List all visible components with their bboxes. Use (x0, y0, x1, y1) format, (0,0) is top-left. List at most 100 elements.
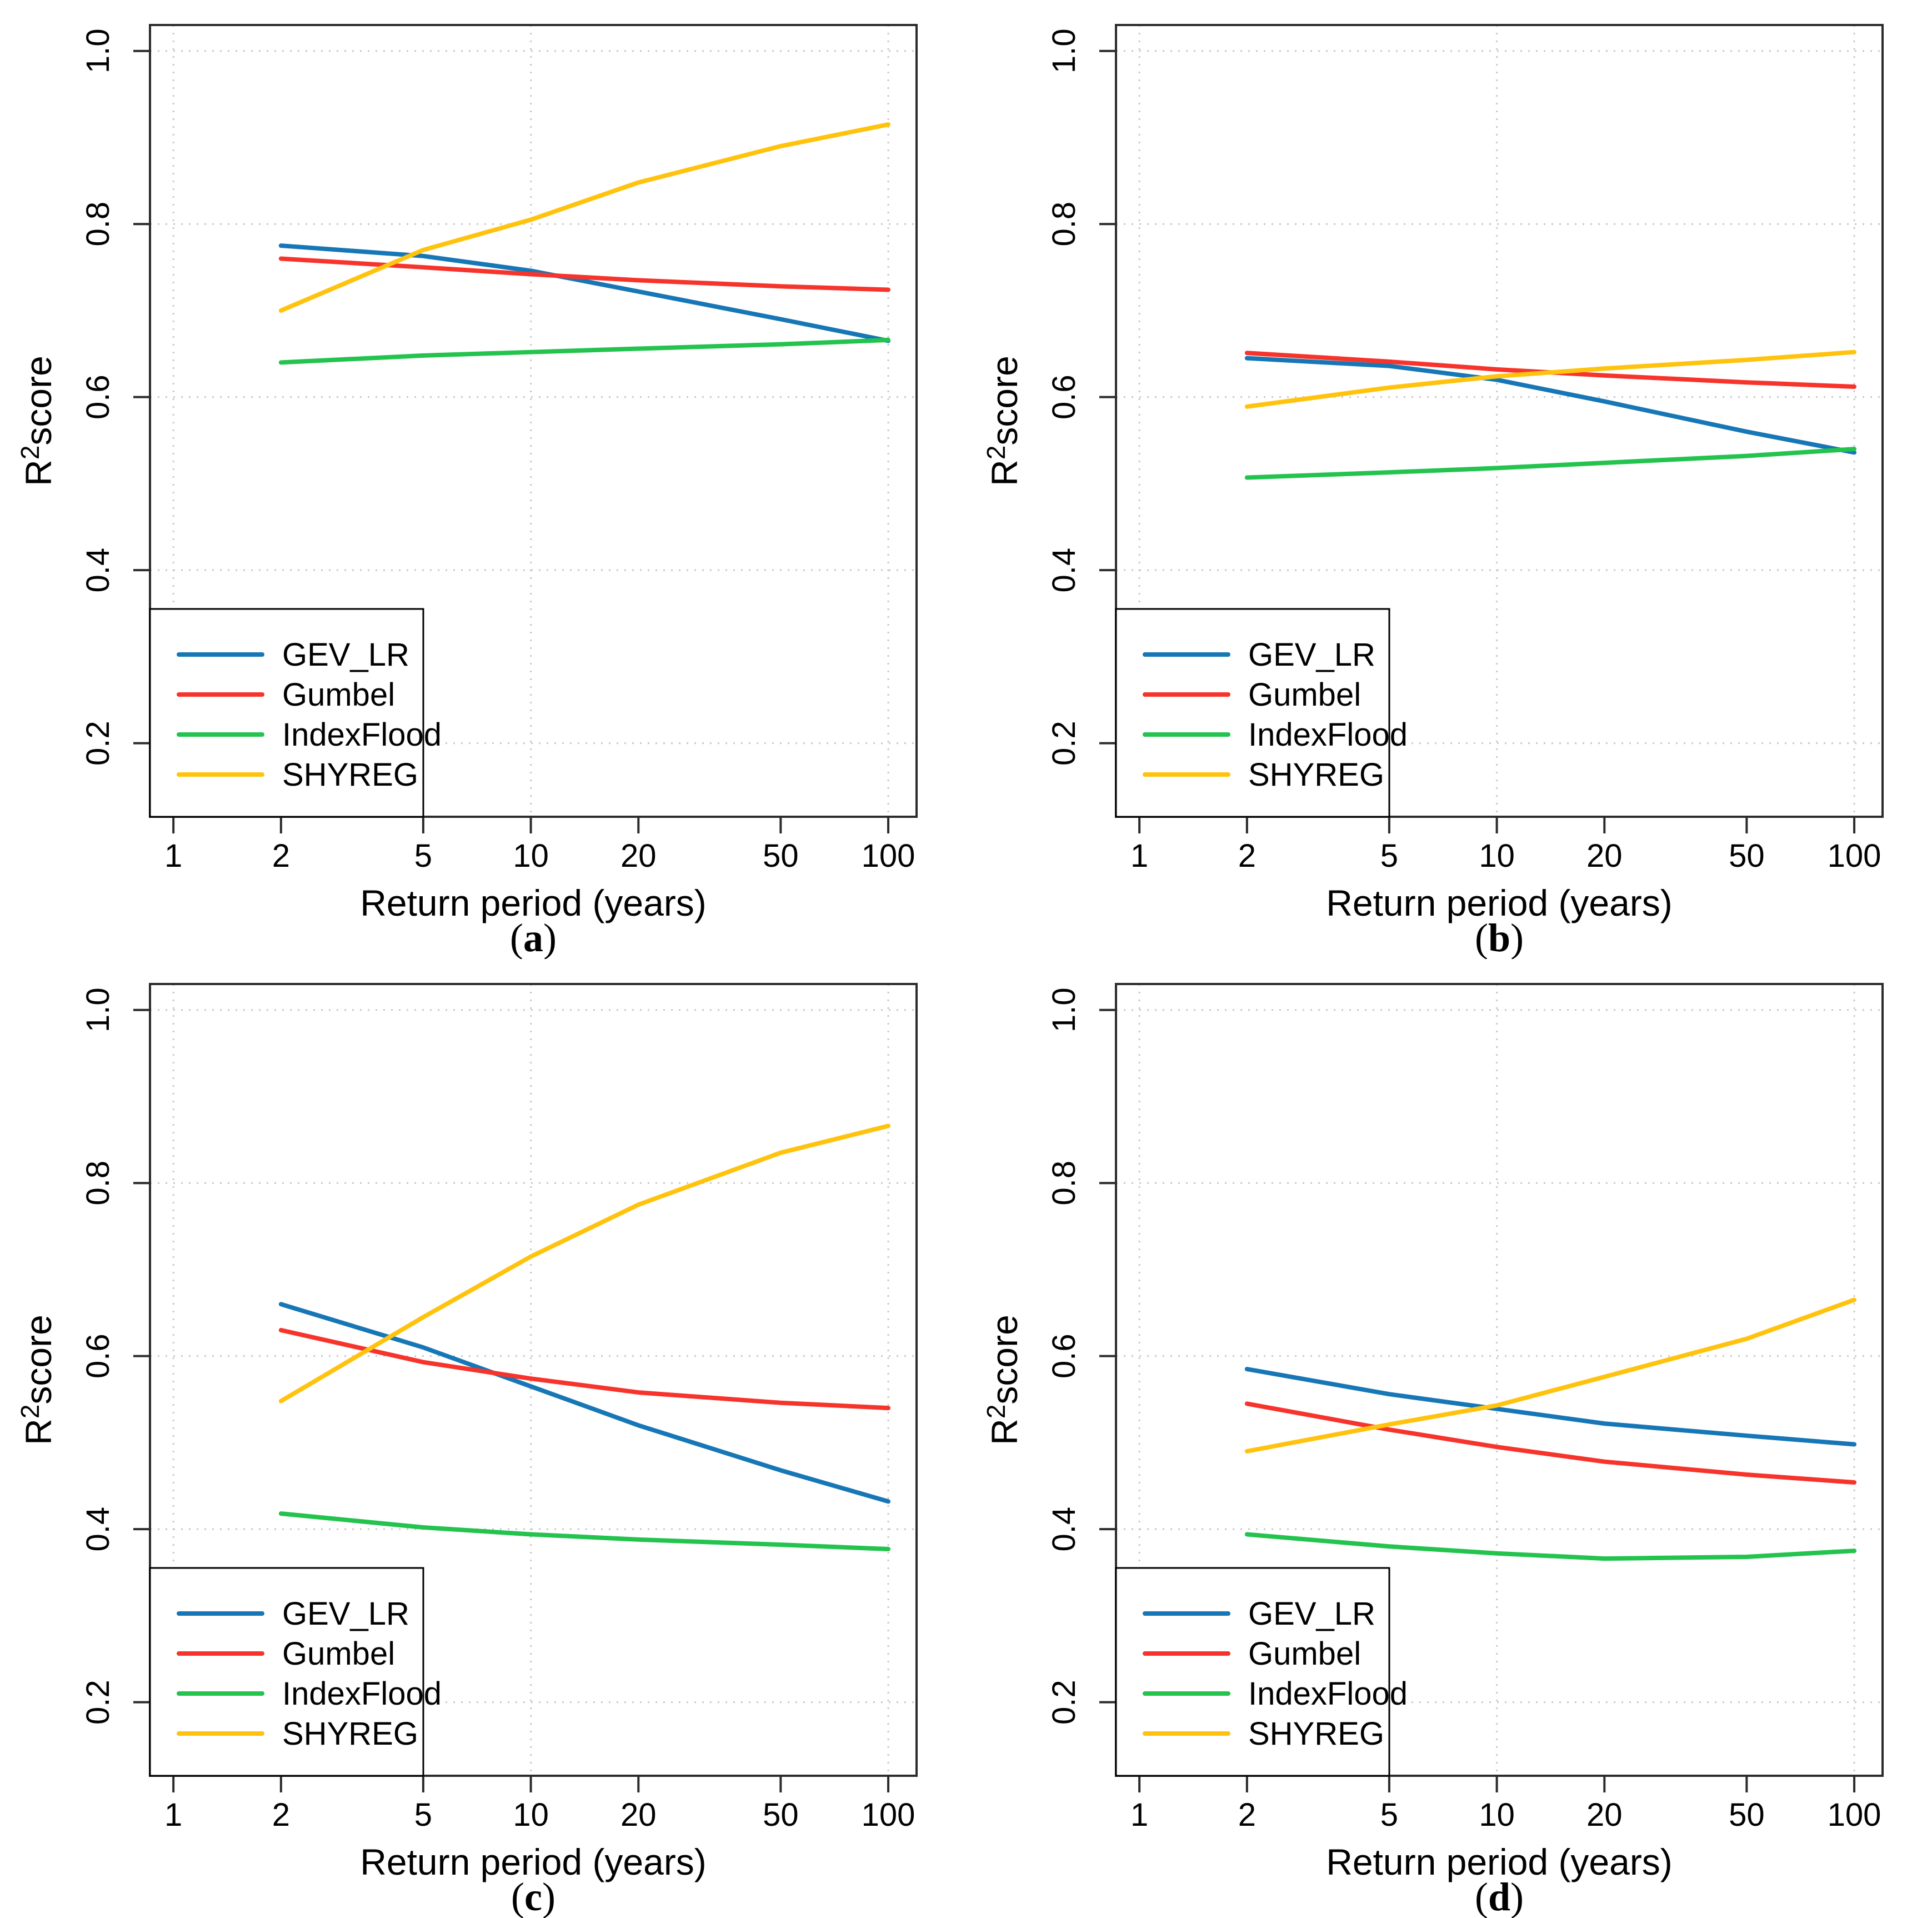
panel-a: 1 2 5 10 20 50 100 0.2 0.4 0.6 0.8 1.0 R2score Return… (0, 0, 966, 959)
legend-label-gev_lr: GEV_LR (1248, 1596, 1375, 1632)
x-tick-label: 2 (1238, 838, 1256, 874)
y-tick-label: 0.8 (1046, 1161, 1082, 1206)
x-tick-label: 100 (862, 838, 915, 874)
chart-b: 1 2 5 10 20 50 100 0.2 0.4 0.6 0.8 1.0 R2score Return… (982, 24, 1884, 959)
x-tick-label: 20 (1586, 1797, 1623, 1833)
legend-label-indexflood: IndexFlood (1248, 1676, 1408, 1712)
y-tick-label: 0.6 (1046, 1333, 1082, 1378)
series-line-indexflood (1244, 1532, 1857, 1561)
y-axis-title: R2score (982, 1315, 1025, 1445)
series-line-gumbel (278, 1327, 891, 1411)
series-line-gev_lr (278, 1302, 891, 1504)
y-tick-label: 0.4 (80, 1507, 116, 1552)
y-tick-label: 1.0 (80, 987, 116, 1032)
series-line-indexflood (278, 337, 891, 365)
y-tick-label: 0.2 (80, 1680, 116, 1725)
x-tick-label: 2 (1238, 1797, 1256, 1833)
x-axis-title: Return period (years) (1326, 882, 1673, 923)
x-tick-label: 20 (620, 1797, 657, 1833)
series-line-indexflood (1244, 447, 1857, 480)
series-line-gev_lr (1244, 1367, 1857, 1447)
x-tick-label: 5 (414, 838, 432, 874)
legend-box (149, 608, 424, 818)
x-tick-label: 50 (763, 838, 799, 874)
y-tick-label: 1.0 (80, 28, 116, 73)
legend-label-shyreg: SHYREG (1248, 757, 1384, 793)
y-tick-label: 0.2 (80, 721, 116, 766)
legend-label-gev_lr: GEV_LR (282, 637, 409, 673)
x-tick-label: 20 (1586, 838, 1623, 874)
x-tick-label: 100 (1828, 1797, 1881, 1833)
x-tick-label: 5 (1380, 838, 1398, 874)
legend-label-gumbel: Gumbel (1248, 677, 1361, 713)
legend-label-indexflood: IndexFlood (282, 1676, 442, 1712)
x-tick-label: 1 (1130, 1797, 1148, 1833)
chart-c: 1 2 5 10 20 50 100 0.2 0.4 0.6 0.8 1.0 R2score Return… (16, 983, 918, 1918)
x-tick-label: 100 (1828, 838, 1881, 874)
x-tick-label: 100 (862, 1797, 915, 1833)
y-tick-label: 0.8 (80, 202, 116, 247)
panel-caption: (c) (511, 1875, 555, 1918)
plot-box (1115, 24, 1884, 818)
series-line-shyreg (1244, 1297, 1857, 1454)
x-tick-label: 50 (763, 1797, 799, 1833)
y-tick-label: 0.6 (80, 374, 116, 419)
chart-d: 1 2 5 10 20 50 100 0.2 0.4 0.6 0.8 1.0 R2score Return… (982, 983, 1884, 1918)
panel-caption: (d) (1475, 1875, 1524, 1918)
panel-caption: (b) (1475, 916, 1524, 959)
panel-caption: (a) (510, 916, 557, 959)
legend-label-shyreg: SHYREG (282, 757, 418, 793)
plot-box (149, 24, 918, 818)
series-line-gev_lr (1244, 356, 1857, 455)
panel-d: 1 2 5 10 20 50 100 0.2 0.4 0.6 0.8 1.0 R2score Return… (966, 959, 1932, 1918)
plot-box (149, 983, 918, 1777)
y-tick-label: 0.4 (1046, 1507, 1082, 1552)
x-axis-title: Return period (years) (1326, 1841, 1673, 1882)
x-tick-label: 5 (414, 1797, 432, 1833)
series-line-gev_lr (278, 243, 891, 343)
series-line-shyreg (1244, 349, 1857, 409)
legend-label-shyreg: SHYREG (1248, 1716, 1384, 1752)
x-tick-label: 1 (1130, 838, 1148, 874)
panel-c: 1 2 5 10 20 50 100 0.2 0.4 0.6 0.8 1.0 R2score Return… (0, 959, 966, 1918)
y-tick-label: 0.6 (80, 1333, 116, 1378)
series-line-shyreg (278, 1123, 891, 1403)
series-line-indexflood (278, 1511, 891, 1551)
y-tick-label: 0.8 (80, 1161, 116, 1206)
legend-box (149, 1567, 424, 1777)
y-tick-label: 0.4 (1046, 548, 1082, 593)
chart-a: 1 2 5 10 20 50 100 0.2 0.4 0.6 0.8 1.0 R2score Return… (16, 24, 918, 959)
legend-box (1115, 1567, 1390, 1777)
x-tick-label: 10 (1479, 838, 1515, 874)
y-tick-label: 0.6 (1046, 374, 1082, 419)
x-tick-label: 2 (272, 838, 290, 874)
y-tick-label: 0.4 (80, 548, 116, 593)
x-tick-label: 1 (164, 838, 182, 874)
x-tick-label: 50 (1729, 838, 1765, 874)
y-axis-title: R2score (16, 1315, 59, 1445)
x-tick-label: 5 (1380, 1797, 1398, 1833)
plot-box (1115, 983, 1884, 1777)
y-tick-label: 0.2 (1046, 721, 1082, 766)
legend-label-indexflood: IndexFlood (1248, 717, 1408, 753)
series-line-gumbel (278, 256, 891, 292)
y-tick-label: 0.8 (1046, 202, 1082, 247)
x-axis-title: Return period (years) (360, 1841, 707, 1882)
x-tick-label: 50 (1729, 1797, 1765, 1833)
panel-b: 1 2 5 10 20 50 100 0.2 0.4 0.6 0.8 1.0 R2score Return… (966, 0, 1932, 959)
x-tick-label: 20 (620, 838, 657, 874)
x-tick-label: 10 (513, 838, 549, 874)
x-tick-label: 1 (164, 1797, 182, 1833)
y-tick-label: 1.0 (1046, 987, 1082, 1032)
legend-label-gev_lr: GEV_LR (1248, 637, 1375, 673)
series-line-shyreg (278, 122, 891, 313)
y-tick-label: 1.0 (1046, 28, 1082, 73)
x-tick-label: 10 (513, 1797, 549, 1833)
y-axis-title: R2score (982, 356, 1025, 486)
legend-label-gumbel: Gumbel (1248, 1636, 1361, 1672)
x-tick-label: 10 (1479, 1797, 1515, 1833)
legend-label-indexflood: IndexFlood (282, 717, 442, 753)
legend-label-gumbel: Gumbel (282, 677, 395, 713)
y-tick-label: 0.2 (1046, 1680, 1082, 1725)
